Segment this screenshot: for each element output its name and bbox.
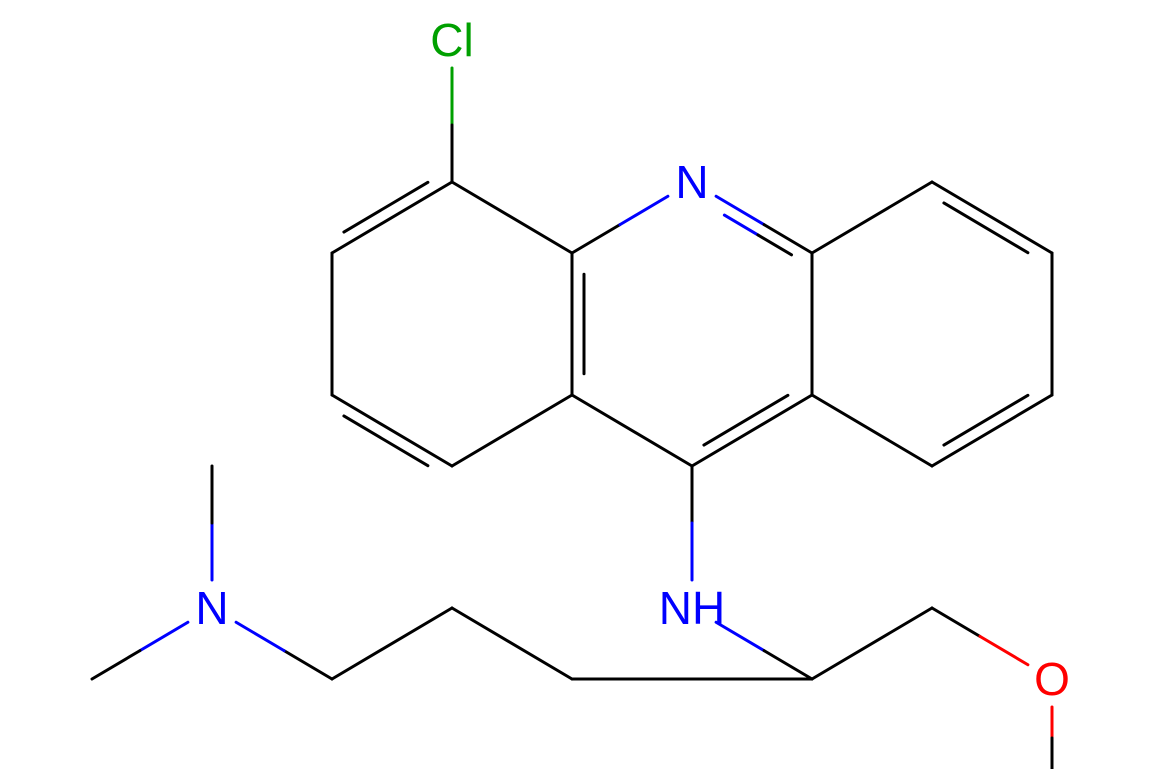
atom-label-Np: N	[195, 582, 228, 634]
atom-label-Cl: Cl	[430, 14, 473, 66]
atom-label-O: O	[1034, 653, 1070, 705]
molecule-diagram: Cl N NH O N	[0, 0, 1167, 769]
molecule-svg: Cl N NH O N	[0, 0, 1167, 769]
atom-label-NH: NH	[659, 582, 725, 634]
atom-label-Nq: N	[675, 156, 708, 208]
